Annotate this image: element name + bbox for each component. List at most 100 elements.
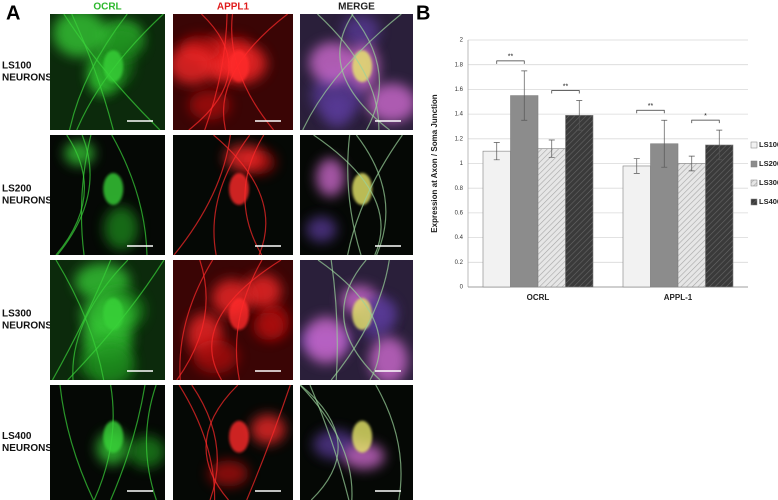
error-bar	[716, 129, 723, 161]
error-bar	[661, 119, 668, 168]
y-tick-label: 1.2	[455, 136, 464, 142]
neurite	[309, 385, 350, 500]
soma	[352, 50, 373, 83]
micrograph-content	[300, 260, 413, 380]
significance-label: **	[508, 54, 514, 61]
error-bar	[688, 155, 695, 172]
cell	[243, 274, 282, 309]
bar	[537, 148, 566, 288]
row-label: NEURONS	[2, 196, 52, 207]
neurite	[51, 260, 112, 380]
legend-label: LS100	[759, 140, 778, 149]
neurite	[211, 260, 282, 380]
neurite	[179, 260, 214, 380]
legend-label: LS200	[759, 159, 778, 168]
y-tick-label: 0.8	[455, 186, 464, 192]
neurite	[343, 260, 381, 380]
y-tick-label: 0.4	[455, 235, 464, 241]
micrograph	[173, 260, 293, 380]
neurite	[56, 135, 91, 255]
neurite	[191, 385, 218, 500]
neurite	[300, 385, 353, 500]
cell	[367, 83, 413, 123]
neurite	[330, 260, 390, 380]
neurite	[235, 260, 263, 380]
error-bar	[548, 139, 555, 158]
error-bar	[521, 70, 528, 121]
neurite	[71, 14, 114, 130]
soma	[103, 298, 124, 330]
neurite	[205, 385, 239, 500]
micrograph	[300, 14, 413, 130]
significance-bracket	[496, 60, 525, 64]
row-label: NEURONS	[2, 321, 52, 332]
significance-label: *	[704, 113, 707, 120]
neurite	[69, 14, 128, 130]
neurite	[80, 135, 92, 255]
micrograph-content	[50, 135, 165, 255]
cell	[88, 342, 135, 380]
y-axis-label: Expression at Axon / Soma Junction	[430, 94, 439, 233]
legend-swatch	[750, 160, 758, 168]
soma	[352, 298, 373, 330]
cell	[369, 336, 408, 380]
cell	[253, 312, 284, 341]
neurite	[231, 14, 275, 130]
neurite	[347, 135, 403, 255]
soma	[352, 173, 373, 205]
significance-label: **	[648, 103, 654, 110]
micrograph-content	[300, 385, 413, 500]
y-tick-label: 2	[460, 38, 464, 44]
neurite	[375, 385, 402, 500]
neurite	[355, 135, 387, 255]
micrograph	[173, 135, 293, 255]
soma	[352, 420, 373, 453]
cell	[224, 144, 264, 172]
y-tick-label: 1.4	[455, 112, 464, 118]
error-bar	[633, 158, 640, 174]
micrograph	[173, 14, 293, 130]
soma	[229, 420, 249, 453]
neurite	[93, 385, 114, 500]
y-tick-label: 1.6	[455, 87, 464, 93]
cell	[64, 141, 95, 166]
neurite	[317, 260, 381, 380]
bar	[565, 115, 594, 288]
neurite	[313, 135, 382, 255]
micrograph-content	[50, 14, 165, 130]
significance-bracket	[636, 109, 665, 114]
bar	[510, 95, 539, 288]
micrograph	[50, 260, 165, 380]
neurite	[55, 135, 85, 255]
cell	[309, 41, 357, 84]
y-tick-label: 0.6	[455, 210, 464, 216]
neurite	[347, 135, 362, 255]
neurite	[204, 14, 228, 130]
cell	[173, 44, 216, 85]
neurite	[300, 385, 339, 500]
neurite	[145, 385, 157, 500]
neurite	[59, 385, 94, 500]
neurite	[317, 14, 380, 130]
y-tick-label: 0	[460, 285, 464, 291]
cell	[342, 14, 380, 48]
column-header: OCRL	[93, 2, 121, 13]
neurite	[246, 385, 291, 500]
neurite	[76, 14, 164, 130]
soma	[229, 298, 249, 330]
micrograph	[300, 385, 413, 500]
micrograph	[50, 14, 165, 130]
bar	[622, 165, 651, 288]
neurite	[176, 260, 207, 380]
x-tick-label: OCRL	[527, 293, 550, 302]
row-label: NEURONS	[2, 443, 52, 454]
cell	[342, 443, 385, 470]
neurite	[63, 14, 161, 130]
micrograph	[300, 135, 413, 255]
x-tick-label: APPL-1	[664, 293, 693, 302]
row-label: LS200	[2, 184, 32, 195]
cell	[193, 339, 238, 374]
micrograph-content	[173, 14, 293, 130]
cell	[316, 158, 345, 197]
